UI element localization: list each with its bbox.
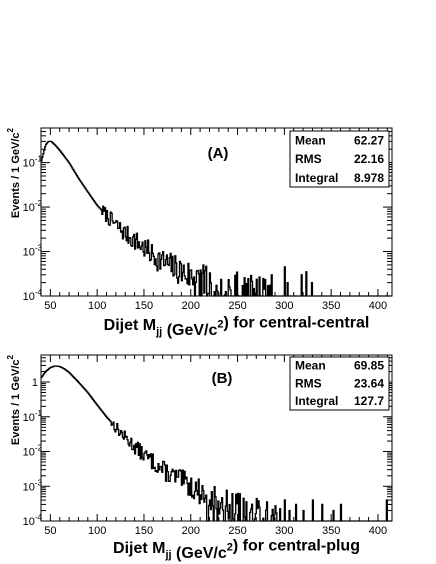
- histogram-line: [41, 140, 392, 297]
- y-tick-label: 10-3: [23, 244, 43, 259]
- x-tick-label: 50: [44, 525, 56, 537]
- x-tick-label: 300: [275, 525, 293, 537]
- histogram-line: [41, 365, 392, 522]
- x-tick-label: 350: [322, 300, 340, 312]
- stats-label: RMS: [295, 152, 322, 166]
- y-tick-label: 10-3: [23, 478, 43, 493]
- stats-value: 62.27: [354, 133, 384, 147]
- stats-value: 127.7: [354, 394, 384, 408]
- y-axis-label: Events / 1 GeV/c2: [6, 354, 22, 445]
- stats-label: Integral: [295, 171, 338, 185]
- stats-label: Integral: [295, 394, 338, 408]
- x-tick-label: 150: [135, 525, 153, 537]
- x-tick-label: 250: [228, 300, 246, 312]
- y-tick-label: 10-4: [23, 513, 43, 528]
- x-tick-label: 100: [88, 525, 106, 537]
- stats-label: Mean: [295, 133, 326, 147]
- panel-title: (B): [212, 370, 233, 387]
- x-tick-label: 400: [369, 300, 387, 312]
- stats-value: 69.85: [354, 359, 384, 373]
- stats-label: Mean: [295, 359, 326, 373]
- stats-value: 23.64: [354, 376, 384, 390]
- histogram-panel-b: 50 100 150 200 250 300 350 400 10-4 10-3 10-2 10-1 1…: [6, 354, 393, 563]
- stats-value: 22.16: [354, 152, 384, 166]
- stats-box: [289, 130, 390, 188]
- y-tick-label: 1: [32, 377, 38, 389]
- panel-title: (A): [208, 145, 229, 162]
- histogram-panel-a: 50 100 150 200 250 300 350 400 10-4 10-3 10-2 10-1 M…: [6, 127, 393, 340]
- x-axis-label: Dijet Mjj (GeV/c2) for central-plug: [113, 538, 360, 563]
- stats-value: 8.978: [354, 171, 384, 185]
- y-tick-label: 10-1: [23, 409, 43, 424]
- x-tick-label: 350: [322, 525, 340, 537]
- x-tick-label: 200: [182, 525, 200, 537]
- y-axis-label: Events / 1 GeV/c2: [6, 127, 22, 218]
- stats-label: RMS: [295, 376, 322, 390]
- x-tick-label: 50: [44, 300, 56, 312]
- x-tick-label: 200: [182, 300, 200, 312]
- x-tick-label: 250: [228, 525, 246, 537]
- y-tick-label: 10-2: [23, 199, 43, 214]
- x-tick-label: 400: [369, 525, 387, 537]
- x-axis-label: Dijet Mjj (GeV/c2) for central-central: [104, 315, 370, 340]
- y-tick-label: 10-1: [23, 155, 43, 170]
- x-tick-label: 100: [88, 300, 106, 312]
- x-tick-label: 300: [275, 300, 293, 312]
- y-tick-label: 10-4: [23, 288, 43, 303]
- x-tick-label: 150: [135, 300, 153, 312]
- stats-box: [289, 356, 390, 411]
- y-tick-label: 10-2: [23, 444, 43, 459]
